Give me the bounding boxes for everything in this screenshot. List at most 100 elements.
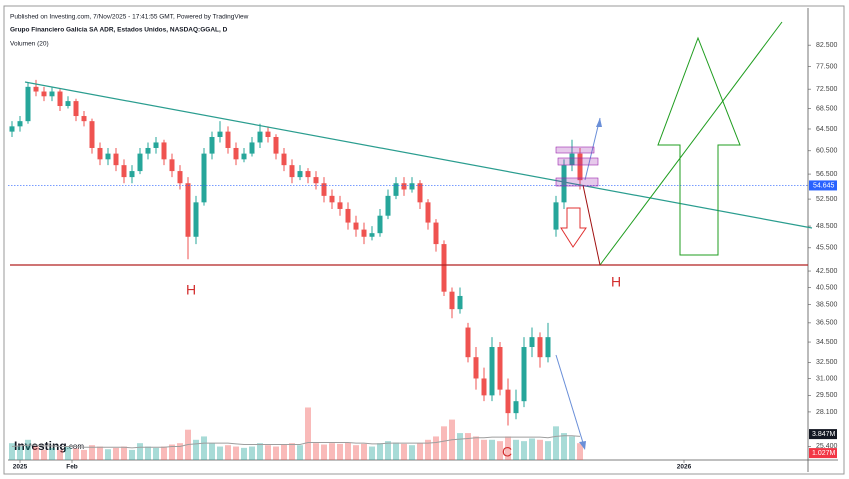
volume-tag [809,448,837,459]
volume-bar [561,433,567,460]
volume-bar [241,447,247,460]
candle-body [177,171,183,184]
volume-bar [273,446,279,460]
y-tick-label: 56.500 [816,171,838,178]
candle-body [481,378,487,396]
volume-arrow-head [579,441,586,450]
volume-bar [217,446,223,460]
candle-body [25,86,31,122]
candle-body [489,347,495,396]
indicator-label: Volumen (20) [10,41,49,48]
volume-bar [489,439,495,460]
blue-arrow [584,117,601,181]
y-tick-label: 29.500 [816,392,838,399]
volume-bar [281,444,287,460]
candle-body [385,195,391,216]
y-tick-label: 82.500 [816,42,838,49]
candle-body [137,153,143,172]
volume-bar [89,445,95,460]
volume-bar [441,426,447,460]
volume-bar [521,441,527,460]
candle-body [233,147,239,160]
volume-bar [481,439,487,460]
volume-tag-label: 1.027M [812,450,836,457]
annotation: H [186,282,196,298]
candle-body [161,142,167,160]
volume-bar [249,446,255,460]
candle-body [249,142,255,154]
volume-bar [225,445,231,460]
marks [8,79,808,460]
axis: 82.500 77.500 72.500 68.500 64.500 60.500 56.5… [13,42,838,471]
candle-body [217,131,223,137]
x-tick-label: 2025 [13,464,28,471]
candle-body [49,91,55,97]
candle-body [65,101,71,107]
blue-arrow-head [596,118,602,127]
x-tick-label: 2026 [677,464,692,471]
volume-bar [457,433,463,460]
candle-body [433,222,439,245]
volume-tag [809,429,837,440]
volume-bar [209,443,215,460]
volume-bar [137,443,143,460]
candle-body [241,153,247,160]
volume-bar [201,436,207,460]
volume-bar [513,439,519,460]
volume-bar [265,445,271,460]
volume-bar [473,436,479,460]
volume-bar [329,443,335,460]
volume-bar [321,444,327,460]
candle-body [17,121,23,127]
candle-body [449,291,455,310]
volume-bar [305,407,311,460]
volume-bar [353,445,359,460]
volume-bar [409,445,415,460]
y-tick-label: 38.500 [816,302,838,309]
candle-body [41,91,47,97]
last-price-tag [809,180,837,191]
volume-bar [289,443,295,460]
candle-body [361,229,367,237]
candle-body [513,401,519,414]
volume-bar [569,436,575,460]
candle-body [153,142,159,148]
volume-bar [161,446,167,460]
volume-bar [113,447,119,460]
volume-bar [537,439,543,460]
candle-body [329,195,335,203]
candle-body [505,389,511,414]
volume-bar [17,446,23,460]
volume-bar [545,441,551,460]
y-tick-label: 52.500 [816,196,838,203]
volume-bar [297,445,303,460]
y-tick-label: 60.500 [816,148,838,155]
volume-bar [177,443,183,460]
volume-bar [81,449,87,460]
y-tick-label: 32.500 [816,359,838,366]
y-tick-label: 72.500 [816,86,838,93]
candle-body [425,202,431,223]
volume-bar [233,446,239,460]
candle-body [281,153,287,166]
candle-body [465,327,471,358]
y-tick-label: 34.500 [816,339,838,346]
zone-box [555,146,595,154]
y-tick-label: 31.000 [816,375,838,382]
y-tick-label: 48.500 [816,223,838,230]
candle-body [121,165,127,178]
frame [3,5,845,475]
zone-box [557,157,599,166]
annotation: C [502,444,512,460]
last-price-label: 54.645 [813,182,835,189]
candle-body [521,347,527,402]
candle-body [561,165,567,203]
candle-body [321,183,327,196]
candle-body [265,131,271,137]
candle-body [553,202,559,230]
y-tick-label: 42.500 [816,268,838,275]
volume-bar [465,433,471,460]
up-arrow [657,36,741,256]
volume-arrow [555,354,585,447]
